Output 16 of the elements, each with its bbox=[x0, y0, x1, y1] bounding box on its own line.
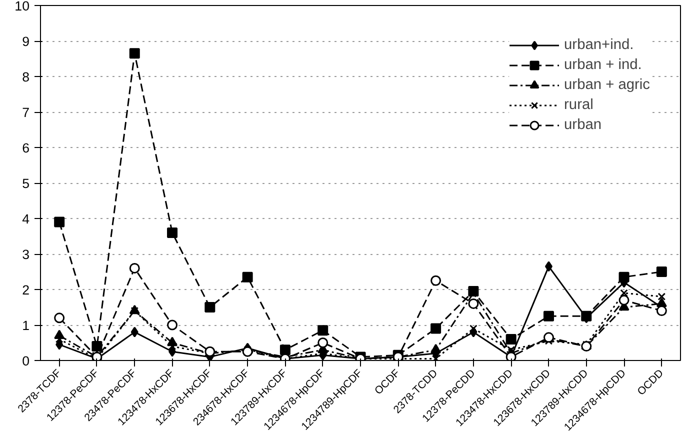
y-tick-label: 0 bbox=[22, 354, 30, 368]
y-tick-label: 4 bbox=[22, 212, 30, 226]
y-tick-label: 2 bbox=[22, 282, 30, 298]
y-tick-label: 8 bbox=[22, 70, 30, 84]
legend-label: urban + agric bbox=[564, 77, 650, 93]
y-tick-label: 1 bbox=[22, 318, 30, 333]
y-tick-label: 6 bbox=[22, 140, 30, 156]
legend-label: urban+ind. bbox=[564, 37, 634, 53]
y-tick-label: 9 bbox=[22, 34, 30, 49]
y-tick-label: 10 bbox=[14, 0, 30, 14]
y-tick-label: 5 bbox=[22, 176, 30, 191]
legend-label: rural bbox=[564, 97, 594, 113]
y-tick-label: 7 bbox=[22, 105, 30, 120]
legend-label: urban + ind. bbox=[564, 57, 642, 73]
legend-label: urban bbox=[564, 117, 602, 133]
y-tick-label: 3 bbox=[22, 247, 30, 262]
